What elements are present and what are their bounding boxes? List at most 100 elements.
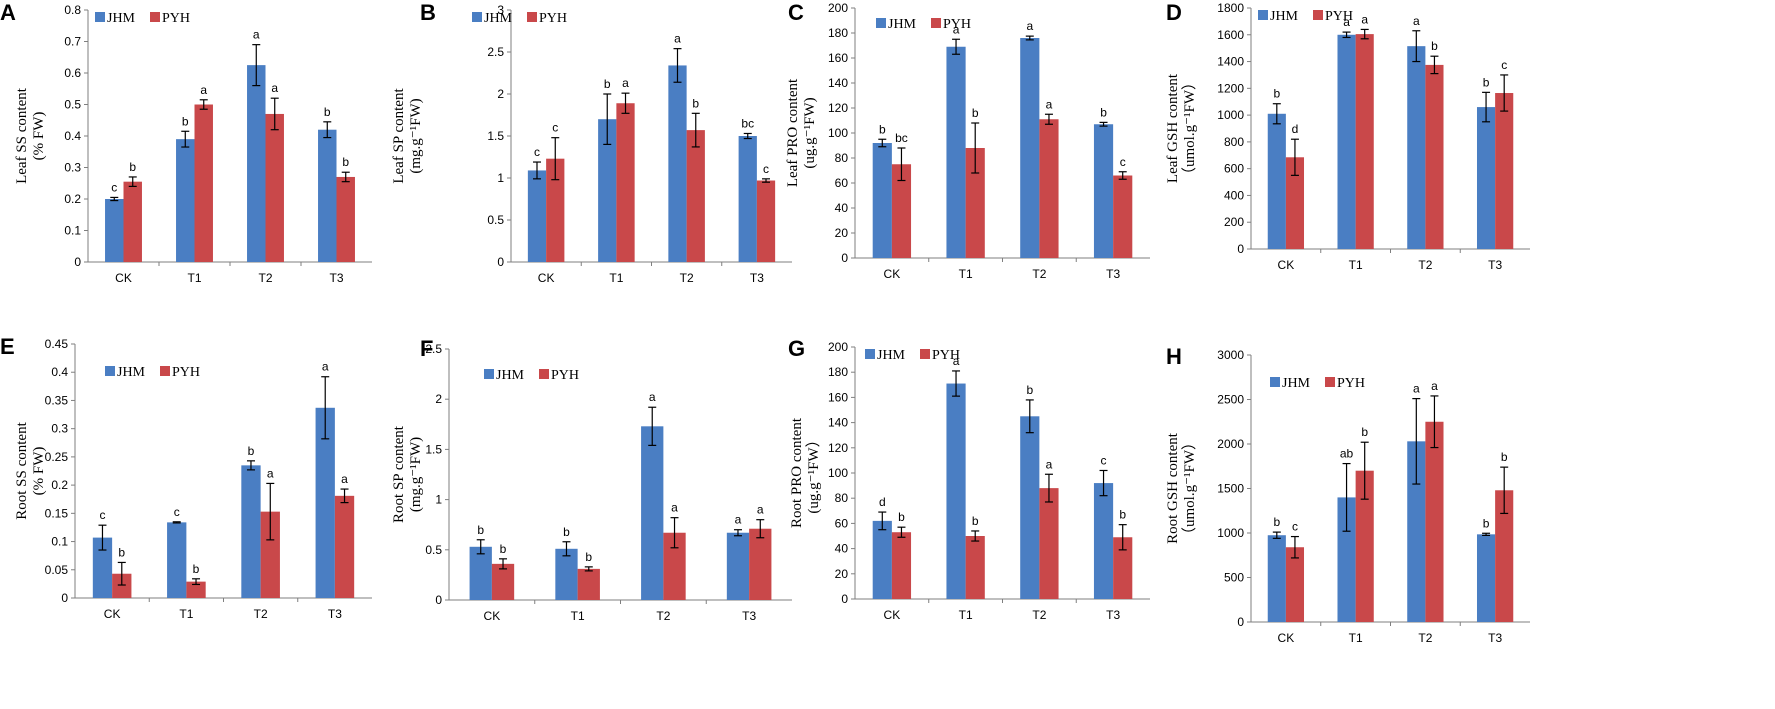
x-category-label: T1 [1349,631,1363,645]
x-category-label: T1 [1349,258,1363,272]
legend-swatch-pyh [931,18,941,28]
bar-jhm-t1 [946,46,966,258]
y-axis-label: Leaf SS content [14,87,30,184]
bar-pyh-ck [1285,547,1305,622]
y-tick-label: 0.5 [425,543,442,557]
y-tick-label: 1800 [1217,1,1244,15]
legend-swatch-jhm [484,369,494,379]
y-tick-label: 0.05 [45,563,69,577]
legend-label: PYH [551,368,579,383]
significance-letter: a [322,360,329,374]
y-tick-label: 200 [1224,215,1244,229]
x-category-label: T2 [254,607,268,621]
bar-pyh-t2 [1425,64,1444,250]
y-tick-label: 0 [841,251,848,265]
bar-jhm-t2 [1407,46,1426,250]
y-tick-label: 2000 [1217,437,1244,451]
legend-label: PYH [943,17,971,32]
bar-pyh-t1 [965,148,985,258]
significance-letter: a [341,472,348,486]
y-tick-label: 1000 [1217,526,1244,540]
x-category-label: T3 [742,609,756,623]
legend-swatch-jhm [1270,377,1280,387]
y-tick-label: 100 [828,466,848,480]
significance-letter: b [563,525,570,539]
y-tick-label: 2500 [1217,393,1244,407]
significance-letter: a [271,81,278,95]
y-axis-label: （umol.g⁻¹FW） [1181,75,1198,182]
y-tick-label: 0 [841,592,848,606]
legend-label: PYH [539,11,567,26]
bar-jhm-ck [105,199,124,262]
y-tick-label: 1400 [1217,55,1244,69]
bar-pyh-t1 [616,103,635,263]
significance-letter: b [1501,450,1508,464]
y-tick-label: 0.4 [64,129,81,143]
panel-label: D [1166,0,1182,25]
significance-letter: c [1120,155,1126,169]
bar-jhm-t2 [1407,441,1426,622]
y-axis-label: Leaf SP content [391,88,407,184]
x-category-label: T2 [258,271,272,285]
y-tick-label: 160 [828,51,848,65]
y-tick-label: 120 [828,441,848,455]
legend-label: JHM [1270,9,1299,24]
significance-letter: a [1431,379,1438,393]
y-tick-label: 20 [835,567,849,581]
x-category-label: CK [104,607,121,621]
significance-letter: b [182,114,189,128]
bar-pyh-t1 [965,536,985,599]
y-axis-label: (ug.g⁻¹FW) [802,97,818,168]
legend-swatch-jhm [876,18,886,28]
x-category-label: T3 [750,271,764,285]
y-tick-label: 1200 [1217,81,1244,95]
y-tick-label: 0.35 [45,393,69,407]
y-tick-label: 1600 [1217,28,1244,42]
bar-jhm-t2 [1020,416,1040,599]
y-tick-label: 0.8 [64,3,81,17]
chart-G: G 0 20 40 60 80 100 120 140 160 180 200 Root PRO con… [788,336,1150,622]
y-tick-label: 80 [835,151,849,165]
bar-pyh-ck [891,164,912,258]
significance-letter: a [953,22,960,36]
y-tick-label: 0.25 [45,450,69,464]
significance-letter: bc [741,116,754,130]
bar-pyh-ck [112,573,132,598]
bar-pyh-t3 [756,180,776,262]
legend-swatch-pyh [160,366,170,376]
y-tick-label: 400 [1224,188,1244,202]
significance-letter: b [324,105,331,119]
panel-label: H [1166,344,1182,369]
significance-letter: bc [895,131,908,145]
y-tick-label: 1500 [1217,482,1244,496]
y-tick-label: 0.2 [64,192,81,206]
significance-letter: c [99,508,105,522]
legend-label: JHM [1282,376,1311,391]
bar-jhm-ck [469,546,492,600]
y-tick-label: 80 [835,491,849,505]
significance-letter: c [552,121,558,135]
y-tick-label: 1.5 [487,129,504,143]
y-tick-label: 140 [828,76,848,90]
chart-A: A 0 0.1 0.2 0.3 0.4 0.5 0.6 0.7 0.8 Leaf SS conten… [0,0,372,285]
significance-letter: b [342,155,349,169]
legend-swatch-jhm [865,349,875,359]
significance-letter: b [1483,516,1490,530]
x-category-label: T3 [1106,608,1120,622]
panel-label: E [0,334,15,359]
y-tick-label: 0.7 [64,35,81,49]
y-tick-label: 200 [828,340,848,354]
significance-letter: b [248,444,255,458]
y-tick-label: 2.5 [487,45,504,59]
bar-jhm-ck [1267,113,1286,250]
bar-pyh-t2 [1039,488,1059,599]
bar-jhm-t2 [247,65,266,262]
x-category-label: T2 [680,271,694,285]
legend-label: JHM [888,17,917,32]
chart-E: E 0 0.05 0.1 0.15 0.2 0.25 0.3 0.35 0.4 0.45 Root S… [0,334,372,621]
y-tick-label: 1 [435,493,442,507]
bar-jhm-t3 [318,129,337,262]
bar-pyh-t2 [1039,119,1059,258]
y-tick-label: 60 [835,516,849,530]
x-category-label: T2 [1032,267,1046,281]
